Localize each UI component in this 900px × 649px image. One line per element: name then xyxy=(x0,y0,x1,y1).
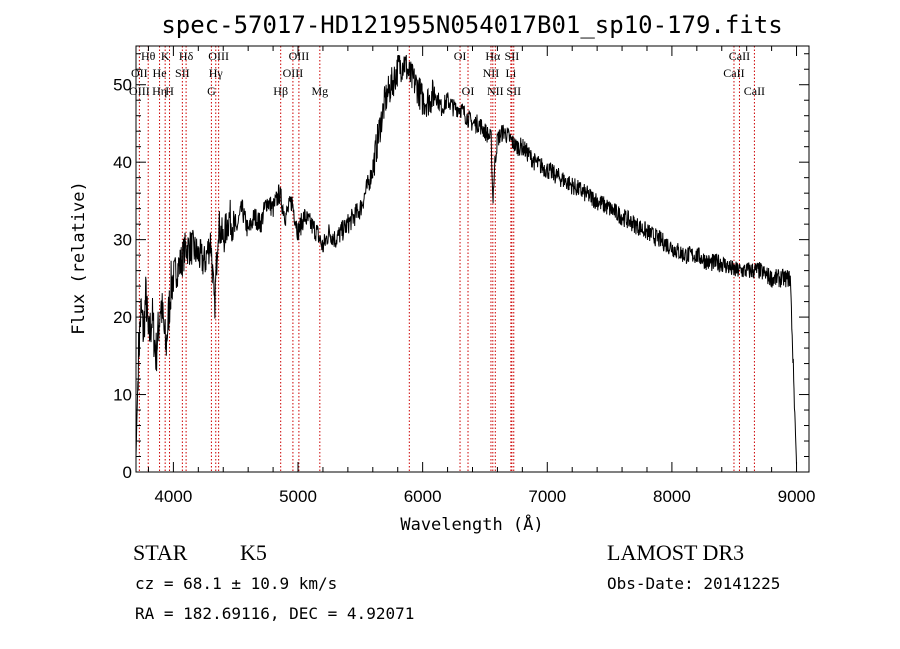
line-label-4: Hη xyxy=(152,84,167,98)
spectrum-line xyxy=(135,54,797,465)
line-label-21: Li xyxy=(506,66,517,80)
chart-title: spec-57017-HD121955N054017B01_sp10-179.f… xyxy=(161,11,782,39)
line-label-19: SII xyxy=(505,49,520,63)
line-label-0: Hθ xyxy=(141,49,156,63)
x-axis-label: Wavelength (Å) xyxy=(400,513,543,535)
y-tick-label-1: 10 xyxy=(113,386,132,405)
line-label-22: NII xyxy=(487,84,504,98)
line-label-17: OI xyxy=(462,84,475,98)
line-label-16: OI xyxy=(454,49,467,63)
object-type: STAR xyxy=(133,540,188,565)
line-label-18: Hα xyxy=(485,49,501,63)
line-label-5: K xyxy=(161,49,170,63)
y-tick-label-5: 50 xyxy=(113,76,132,95)
line-label-23: SII xyxy=(506,84,521,98)
line-label-6: SII xyxy=(175,66,190,80)
y-tick-label-4: 40 xyxy=(113,153,132,172)
x-tick-label-5: 9000 xyxy=(778,487,816,506)
line-label-20: NII xyxy=(483,66,500,80)
line-label-25: CaII xyxy=(723,66,744,80)
line-label-10: Hγ xyxy=(209,66,224,80)
line-label-24: CaII xyxy=(729,49,750,63)
y-tick-label-2: 20 xyxy=(113,308,132,327)
survey-name: LAMOST DR3 xyxy=(607,540,744,565)
line-label-13: OIII xyxy=(283,66,304,80)
obs-date: Obs-Date: 20141225 xyxy=(607,574,780,593)
x-tick-label-4: 8000 xyxy=(653,487,691,506)
x-tick-label-1: 5000 xyxy=(279,487,317,506)
coordinates: RA = 182.69116, DEC = 4.92071 xyxy=(135,604,414,623)
line-label-7: H xyxy=(165,84,174,98)
y-tick-label-3: 30 xyxy=(113,231,132,250)
line-label-2: OIII xyxy=(129,84,150,98)
line-label-11: G xyxy=(207,84,216,98)
line-label-15: Mg xyxy=(311,84,328,98)
x-tick-label-3: 7000 xyxy=(528,487,566,506)
x-tick-label-2: 6000 xyxy=(404,487,442,506)
y-tick-label-0: 0 xyxy=(123,463,132,482)
velocity: cz = 68.1 ± 10.9 km/s xyxy=(135,574,337,593)
line-label-1: OII xyxy=(131,66,148,80)
line-label-3: He xyxy=(153,66,167,80)
y-axis: 0 10 20 30 40 50 xyxy=(113,53,809,482)
y-axis-label: Flux (relative) xyxy=(69,181,89,335)
line-label-9: OIII xyxy=(208,49,229,63)
line-label-12: OIII xyxy=(289,49,310,63)
x-axis: 4000 5000 6000 7000 8000 9000 xyxy=(147,46,816,506)
spectral-line-markers xyxy=(138,46,755,472)
line-label-14: Hβ xyxy=(273,84,288,98)
line-label-8: Hδ xyxy=(179,49,194,63)
line-label-26: CaII xyxy=(744,84,765,98)
x-tick-label-0: 4000 xyxy=(154,487,192,506)
object-subclass: K5 xyxy=(240,540,267,565)
